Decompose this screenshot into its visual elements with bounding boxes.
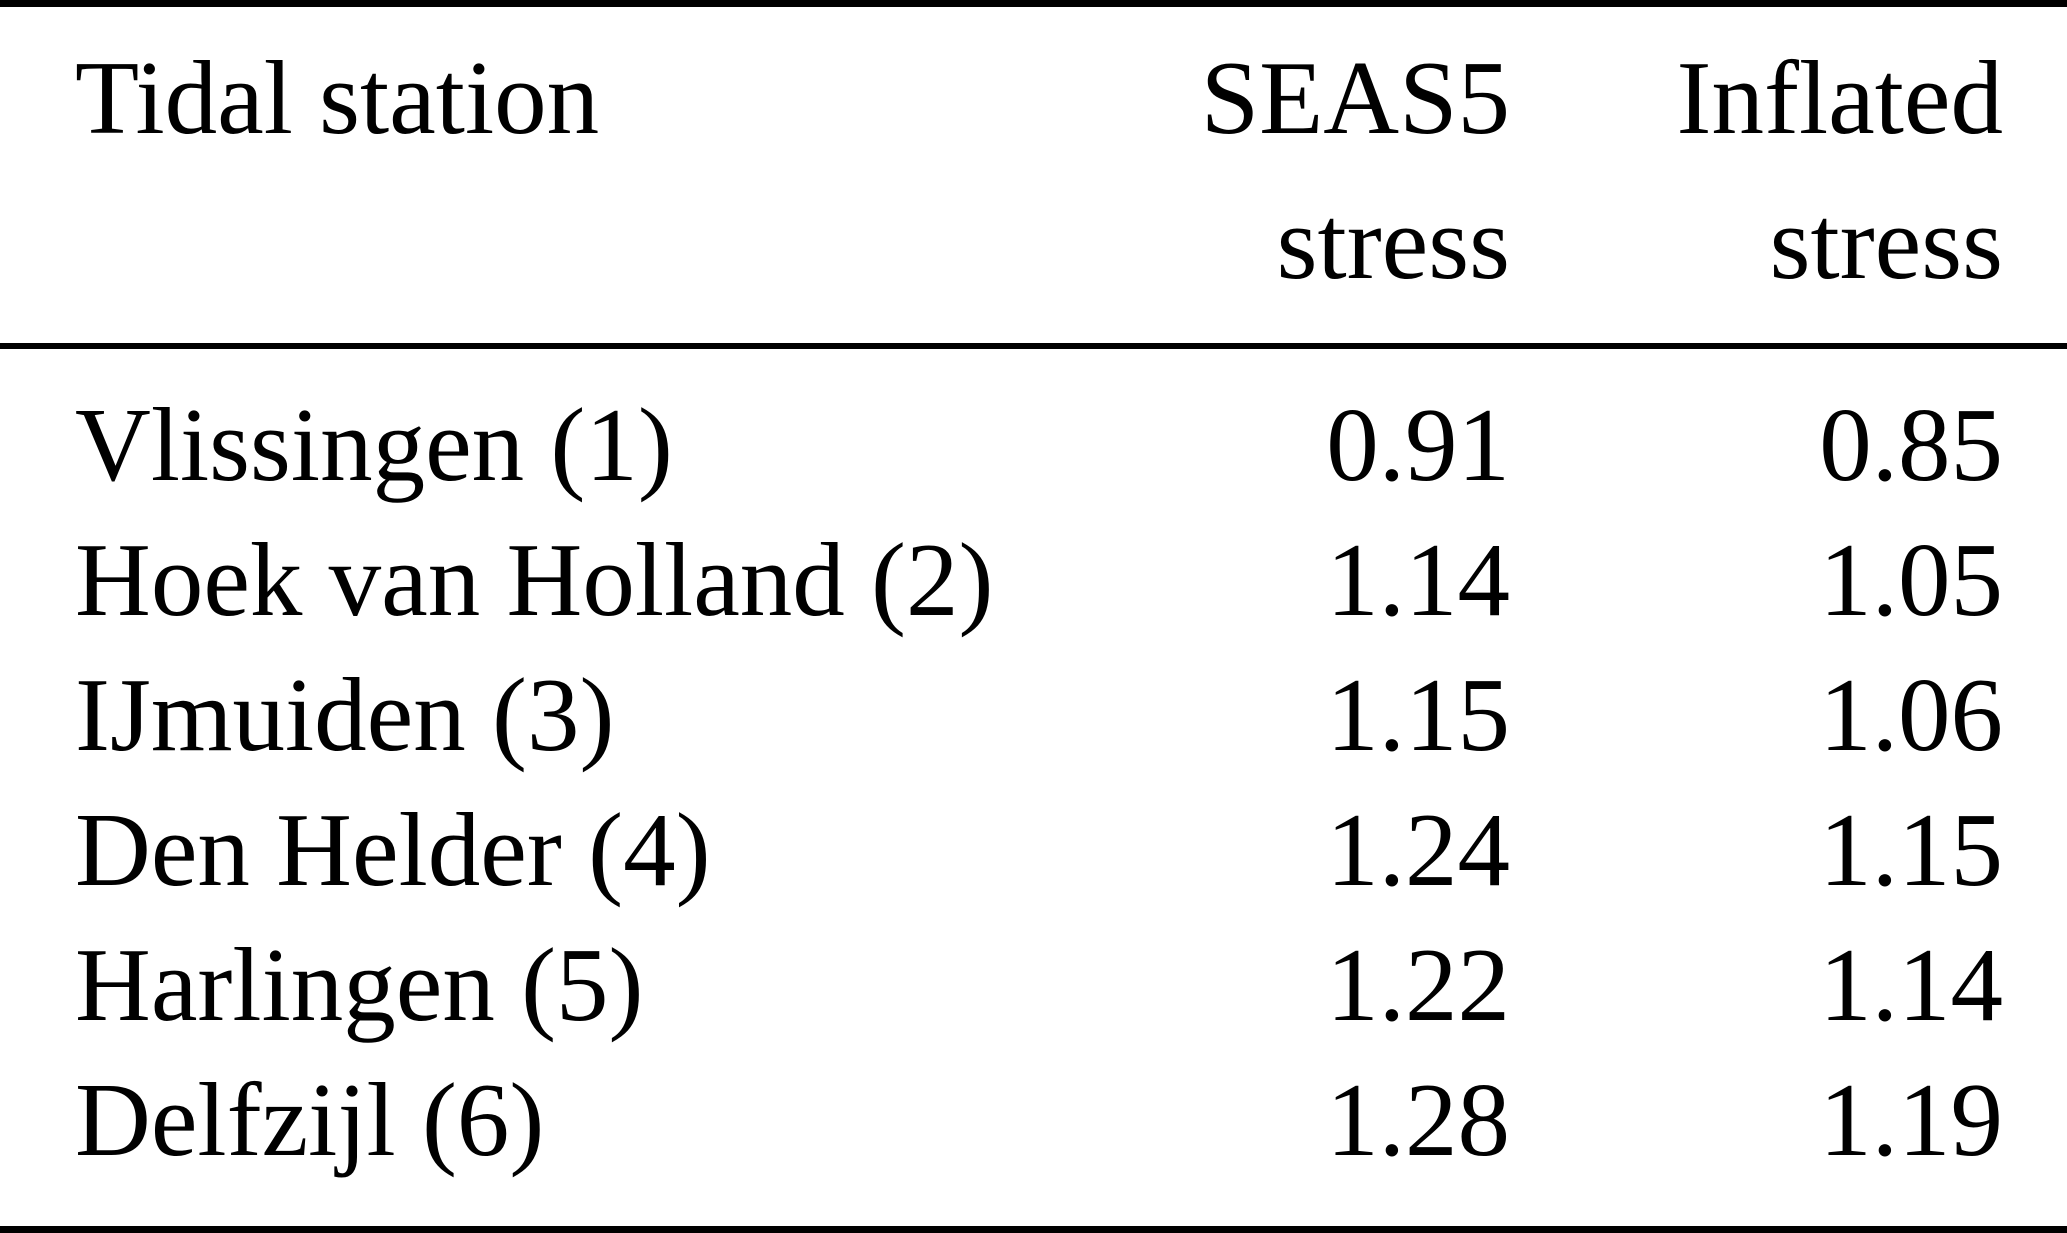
station-name-cell: Vlissingen (1) [75, 386, 673, 503]
column-header-seas5-stress: SEAS5 stress [1090, 25, 1510, 315]
table-header-row: Tidal station SEAS5 stress Inflated stre… [0, 7, 2067, 315]
seas5-stress-cell: 1.15 [1326, 656, 1510, 773]
inflated-stress-cell: 1.15 [1819, 791, 2003, 908]
station-name-cell: Harlingen (5) [75, 926, 644, 1043]
inflated-stress-cell: 1.14 [1819, 926, 2003, 1043]
column-header-inflated-line1: Inflated [1676, 39, 2003, 156]
column-header-tidal-station: Tidal station [75, 25, 1090, 315]
station-name-cell: Delfzijl (6) [75, 1061, 545, 1178]
seas5-stress-cell: 1.22 [1326, 926, 1510, 1043]
seas5-stress-cell: 1.14 [1326, 521, 1510, 638]
inflated-stress-cell: 0.85 [1819, 386, 2003, 503]
inflated-stress-cell: 1.19 [1819, 1061, 2003, 1178]
table-bottom-rule [0, 1226, 2067, 1233]
column-header-seas5-line2: stress [1276, 184, 1510, 301]
station-name-cell: IJmuiden (3) [75, 656, 615, 773]
seas5-stress-cell: 1.28 [1326, 1061, 1510, 1178]
seas5-stress-cell: 1.24 [1326, 791, 1510, 908]
station-name-cell: Hoek van Holland (2) [75, 521, 994, 638]
column-header-seas5-line1: SEAS5 [1200, 39, 1510, 156]
column-header-tidal-station-label: Tidal station [75, 39, 600, 156]
column-header-inflated-line2: stress [1769, 184, 2003, 301]
inflated-stress-cell: 1.05 [1819, 521, 2003, 638]
table-header-rule [0, 343, 2067, 349]
table-top-rule [0, 0, 2067, 7]
table-body: Vlissingen (1) 0.91 0.85 Hoek van Hollan… [0, 349, 2067, 1187]
seas5-stress-cell: 0.91 [1326, 386, 1510, 503]
station-name-cell: Den Helder (4) [75, 791, 711, 908]
column-header-inflated-stress: Inflated stress [1510, 25, 2003, 315]
inflated-stress-cell: 1.06 [1819, 656, 2003, 773]
